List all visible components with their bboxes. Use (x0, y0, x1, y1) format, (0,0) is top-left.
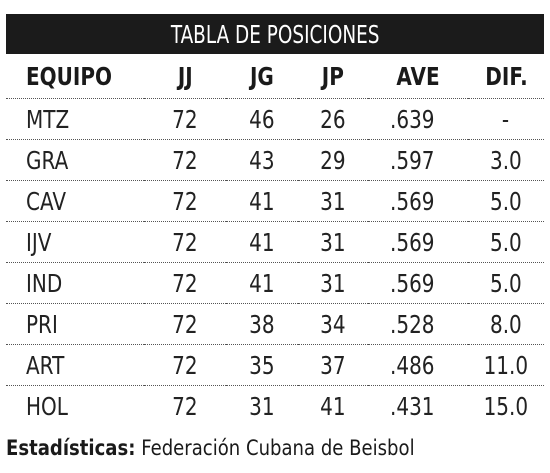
jp-cell: 26 (298, 98, 368, 140)
jp-cell: 37 (298, 344, 368, 386)
table-row: IND 72 41 31.569 5.0 (6, 262, 544, 304)
ave-cell: .486 (368, 344, 468, 386)
jg-cell: 35 (226, 344, 298, 386)
jg-cell: 41 (226, 262, 298, 304)
jp-cell: 34 (298, 303, 368, 345)
jj-cell: 72 (144, 180, 226, 222)
column-header-team: EQUIPO (26, 61, 113, 91)
standings-rows: MTZ 72 46 26.639- GRA 72 43 29.597 3.0 CAV 72 41 31.… (6, 98, 544, 426)
team-cell: IND (6, 262, 144, 304)
ave-cell: .528 (368, 303, 468, 345)
table-row: MTZ 72 46 26.639- (6, 98, 544, 140)
dif-cell: 5.0 (468, 221, 544, 263)
standings-table: EQUIPO JJ JG JP AVE DIF. MTZ 72 46 26.639- G… (6, 54, 544, 426)
column-header-jp: JP (321, 61, 345, 91)
jg-cell: 41 (226, 221, 298, 263)
jp-cell: 29 (298, 139, 368, 181)
jg-cell: 31 (226, 385, 298, 426)
jj-cell: 72 (144, 139, 226, 181)
table-row: GRA 72 43 29.597 3.0 (6, 139, 544, 181)
team-cell: IJV (6, 221, 144, 263)
team-cell: MTZ (6, 98, 144, 140)
team-cell: CAV (6, 180, 144, 222)
dif-cell: 11.0 (468, 344, 544, 386)
source-credit: Estadísticas: Federación Cubana de Beisb… (6, 436, 415, 460)
dif-cell: 5.0 (468, 180, 544, 222)
ave-cell: .569 (368, 180, 468, 222)
ave-cell: .639 (368, 98, 468, 140)
column-header-dif: DIF. (484, 61, 528, 91)
jj-cell: 72 (144, 303, 226, 345)
jp-cell: 41 (298, 385, 368, 426)
jj-cell: 72 (144, 98, 226, 140)
source-text: Federación Cubana de Beisbol (135, 436, 415, 460)
standings-panel: TABLA DE POSICIONES EQUIPO JJ JG JP AVE … (6, 14, 544, 426)
jp-cell: 31 (298, 262, 368, 304)
source-label: Estadísticas (6, 436, 129, 460)
table-title: TABLA DE POSICIONES (170, 19, 380, 49)
header-row: EQUIPO JJ JG JP AVE DIF. (6, 54, 544, 99)
jj-cell: 72 (144, 385, 226, 426)
ave-cell: .431 (368, 385, 468, 426)
jg-cell: 41 (226, 180, 298, 222)
jj-cell: 72 (144, 344, 226, 386)
jp-cell: 31 (298, 180, 368, 222)
dif-cell: 3.0 (468, 139, 544, 181)
jp-cell: 31 (298, 221, 368, 263)
jg-cell: 46 (226, 98, 298, 140)
jg-cell: 38 (226, 303, 298, 345)
table-row: ART 72 35 37.486 11.0 (6, 344, 544, 386)
column-header-jj: JJ (177, 61, 193, 91)
jj-cell: 72 (144, 221, 226, 263)
column-header-ave: AVE (396, 61, 440, 91)
ave-cell: .597 (368, 139, 468, 181)
team-cell: ART (6, 344, 144, 386)
ave-cell: .569 (368, 221, 468, 263)
team-cell: PRI (6, 303, 144, 345)
team-cell: HOL (6, 385, 144, 426)
table-row: HOL 72 31 41.431 15.0 (6, 385, 544, 426)
title-bar: TABLA DE POSICIONES (6, 14, 544, 54)
source-separator: : (128, 436, 136, 460)
dif-cell: - (468, 98, 544, 140)
column-header-jg: JG (250, 61, 274, 91)
table-row: CAV 72 41 31.569 5.0 (6, 180, 544, 222)
dif-cell: 15.0 (468, 385, 544, 426)
dif-cell: 8.0 (468, 303, 544, 345)
jg-cell: 43 (226, 139, 298, 181)
dif-cell: 5.0 (468, 262, 544, 304)
table-row: IJV 72 41 31.569 5.0 (6, 221, 544, 263)
jj-cell: 72 (144, 262, 226, 304)
ave-cell: .569 (368, 262, 468, 304)
team-cell: GRA (6, 139, 144, 181)
table-row: PRI 72 38 34.528 8.0 (6, 303, 544, 345)
